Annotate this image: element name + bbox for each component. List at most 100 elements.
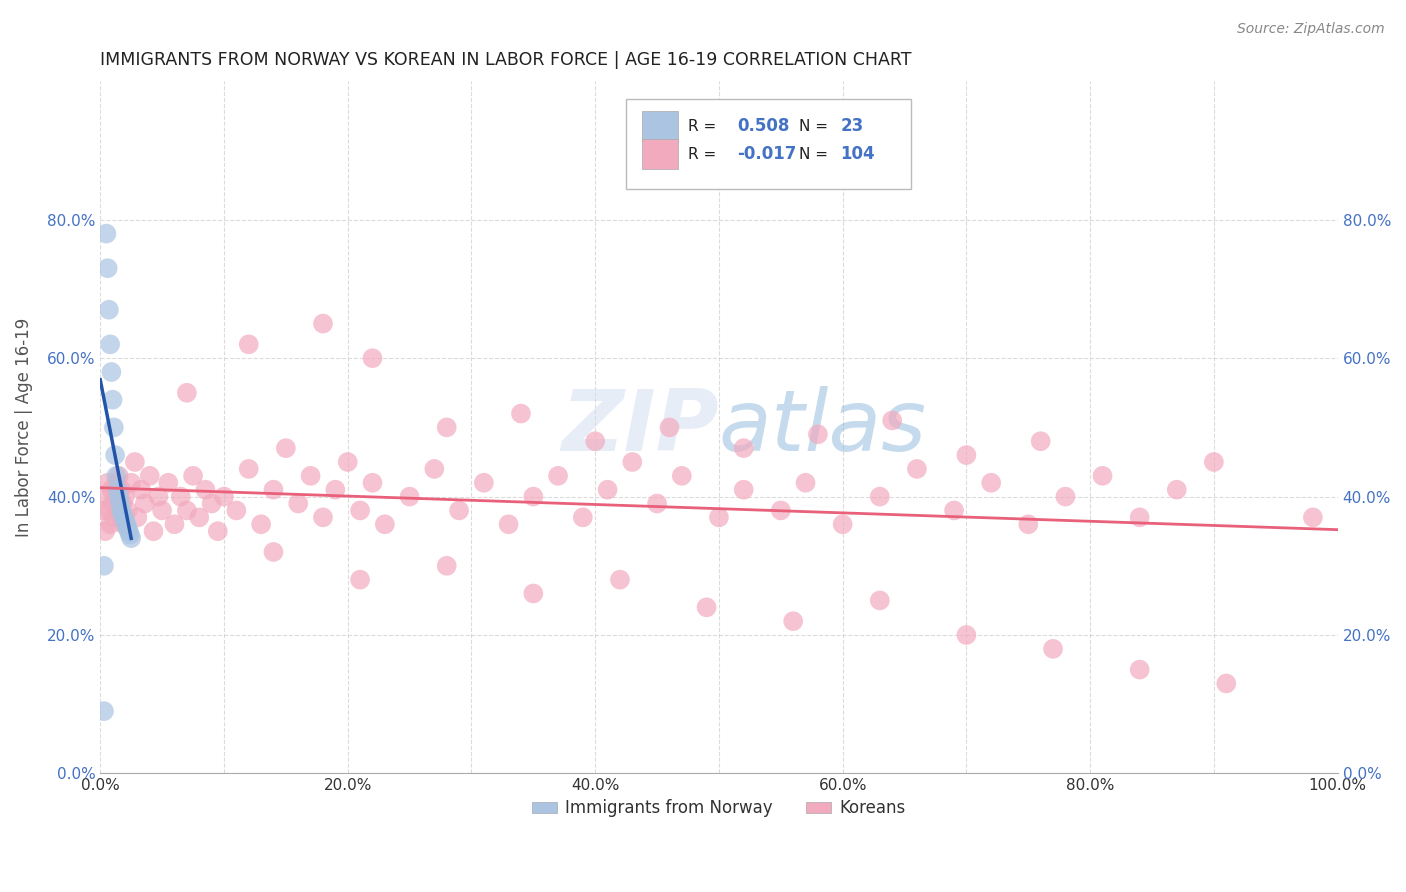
Point	[111, 496, 134, 510]
Point	[696, 600, 718, 615]
Point	[117, 503, 139, 517]
Point	[176, 385, 198, 400]
Point	[572, 510, 595, 524]
Point	[103, 510, 125, 524]
Point	[263, 483, 285, 497]
Text: 23: 23	[841, 118, 863, 136]
Point	[1091, 468, 1114, 483]
Point	[882, 413, 904, 427]
FancyBboxPatch shape	[643, 139, 678, 169]
Text: N =: N =	[800, 119, 828, 134]
Point	[150, 503, 173, 517]
Point	[100, 483, 122, 497]
Point	[225, 503, 247, 517]
Point	[188, 510, 211, 524]
Point	[869, 593, 891, 607]
Point	[510, 407, 533, 421]
Point	[1017, 517, 1039, 532]
Point	[127, 510, 149, 524]
Point	[110, 503, 132, 517]
Point	[238, 337, 260, 351]
Point	[101, 392, 124, 407]
Point	[97, 261, 120, 276]
Point	[1054, 490, 1077, 504]
Point	[794, 475, 817, 490]
Point	[955, 628, 977, 642]
Text: Source: ZipAtlas.com: Source: ZipAtlas.com	[1237, 22, 1385, 37]
Point	[733, 483, 755, 497]
Point	[108, 468, 131, 483]
Point	[336, 455, 359, 469]
Point	[124, 455, 146, 469]
Point	[436, 420, 458, 434]
Point	[108, 496, 131, 510]
Point	[1166, 483, 1188, 497]
Point	[170, 490, 193, 504]
Point	[1302, 510, 1324, 524]
Point	[117, 521, 139, 535]
Point	[176, 503, 198, 517]
Point	[163, 517, 186, 532]
Point	[361, 475, 384, 490]
Text: R =: R =	[688, 119, 716, 134]
Point	[105, 468, 128, 483]
Point	[423, 462, 446, 476]
Point	[1129, 663, 1152, 677]
Point	[157, 475, 180, 490]
Point	[1215, 676, 1237, 690]
Point	[596, 483, 619, 497]
Point	[100, 365, 122, 379]
Point	[93, 704, 115, 718]
Y-axis label: In Labor Force | Age 16-19: In Labor Force | Age 16-19	[15, 318, 32, 537]
Point	[955, 448, 977, 462]
Point	[583, 434, 606, 449]
Point	[104, 448, 127, 462]
Point	[671, 468, 693, 483]
Point	[733, 441, 755, 455]
Point	[112, 510, 135, 524]
Point	[201, 496, 224, 510]
Point	[181, 468, 204, 483]
Point	[769, 503, 792, 517]
Point	[831, 517, 853, 532]
Legend: Immigrants from Norway, Koreans: Immigrants from Norway, Koreans	[526, 793, 912, 824]
Point	[112, 517, 135, 532]
Point	[287, 496, 309, 510]
Point	[111, 507, 134, 521]
Point	[115, 517, 138, 532]
Text: IMMIGRANTS FROM NORWAY VS KOREAN IN LABOR FORCE | AGE 16-19 CORRELATION CHART: IMMIGRANTS FROM NORWAY VS KOREAN IN LABO…	[100, 51, 911, 69]
Text: 0.508: 0.508	[738, 118, 790, 136]
Point	[522, 490, 544, 504]
Point	[621, 455, 644, 469]
Point	[139, 468, 162, 483]
Text: 104: 104	[841, 145, 875, 163]
Point	[93, 503, 115, 517]
Point	[212, 490, 235, 504]
Point	[120, 475, 142, 490]
Point	[498, 517, 520, 532]
Point	[980, 475, 1002, 490]
Point	[274, 441, 297, 455]
Point	[349, 573, 371, 587]
Point	[207, 524, 229, 539]
Point	[105, 475, 128, 490]
Point	[361, 351, 384, 366]
Point	[110, 483, 132, 497]
FancyBboxPatch shape	[643, 112, 678, 142]
Point	[129, 483, 152, 497]
Point	[94, 524, 117, 539]
Point	[658, 420, 681, 434]
Point	[97, 503, 120, 517]
Point	[107, 483, 129, 497]
Point	[238, 462, 260, 476]
Point	[142, 524, 165, 539]
Point	[93, 558, 115, 573]
Point	[263, 545, 285, 559]
Point	[97, 302, 120, 317]
Point	[107, 503, 129, 517]
Point	[905, 462, 928, 476]
Point	[97, 475, 120, 490]
Point	[609, 573, 631, 587]
Point	[96, 227, 118, 241]
Point	[1202, 455, 1225, 469]
